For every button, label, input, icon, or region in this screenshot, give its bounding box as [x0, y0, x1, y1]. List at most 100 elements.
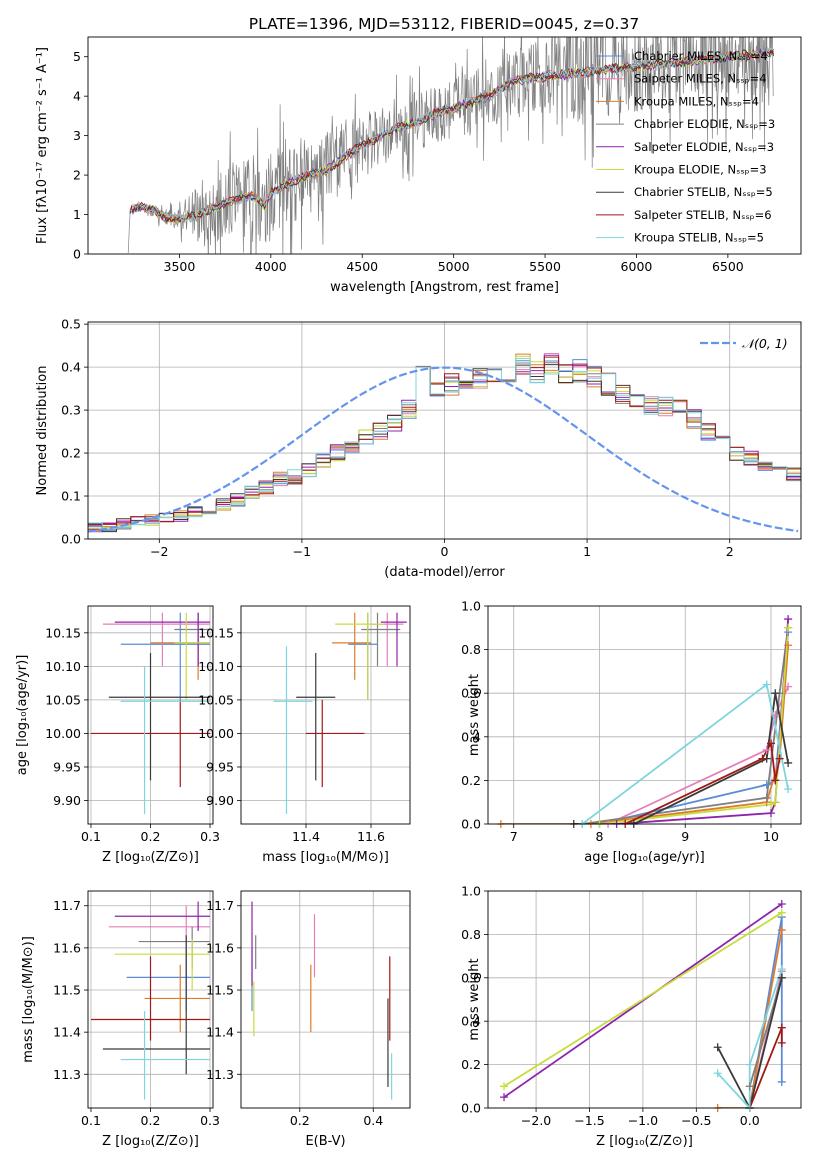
- y-tick-label: 0.0: [461, 817, 481, 832]
- y-tick-label: 11.6: [206, 940, 234, 955]
- plus-marker: [784, 641, 793, 650]
- plus-marker: [745, 1082, 754, 1091]
- plus-marker: [777, 900, 786, 909]
- plus-marker: [777, 926, 786, 935]
- y-tick-label: 10.15: [198, 625, 234, 640]
- y-axis-label: Flux [fλ10⁻¹⁷ erg cm⁻² s⁻¹ A⁻¹]: [35, 47, 50, 244]
- y-axis-label: mass [log₁₀(M/M⊙)]: [21, 936, 36, 1063]
- plus-marker: [784, 623, 793, 632]
- model-line: [129, 48, 774, 223]
- model-line: [129, 46, 774, 223]
- x-tick-label: −1.0: [628, 1113, 658, 1128]
- y-tick-label: 9.95: [206, 759, 234, 774]
- plus-marker: [500, 1093, 509, 1102]
- y-tick-label: 0.2: [61, 446, 81, 461]
- spectrum-title: PLATE=1396, MJD=53112, FIBERID=0045, z=0…: [249, 15, 639, 33]
- y-axis-label: mass weight: [467, 958, 482, 1040]
- y-tick-label: 0.2: [461, 1057, 481, 1072]
- legend-label: Kroupa MILES, Nₛₛₚ=4: [634, 94, 759, 108]
- plus-marker: [777, 1077, 786, 1086]
- x-tick-label: 0.4: [363, 1113, 383, 1128]
- plus-marker: [771, 798, 780, 807]
- axes-frame: [87, 890, 214, 1109]
- spectrum-panel: 3500 4000 4500 5000 5500 6000 6500 0 1 2 3 4 5 wavele…: [35, 36, 802, 295]
- x-tick-label: 0: [441, 544, 449, 559]
- y-tick-label: 0.1: [61, 489, 81, 504]
- y-tick-label: 11.4: [206, 1025, 234, 1040]
- y-tick-label: 1: [73, 207, 81, 222]
- x-tick-label: −2: [150, 544, 168, 559]
- plot-area: [273, 612, 407, 814]
- plus-marker: [771, 689, 780, 698]
- residual-histogram: [88, 364, 801, 533]
- x-tick-label: 10: [763, 829, 779, 844]
- plus-marker: [762, 780, 771, 789]
- x-tick-label: 0.1: [81, 1113, 101, 1128]
- y-tick-label: 10.00: [45, 726, 81, 741]
- legend-label: Salpeter ELODIE, Nₛₛₚ=3: [634, 140, 774, 154]
- y-tick-label: 0.8: [461, 642, 481, 657]
- plus-marker: [762, 793, 771, 802]
- legend-label: Kroupa STELIB, Nₛₛₚ=5: [634, 231, 764, 245]
- plus-marker: [784, 758, 793, 767]
- y-tick-label: 3: [73, 128, 81, 143]
- x-tick-label: 4500: [346, 259, 378, 274]
- x-axis-label: Z [log₁₀(Z/Z⊙)]: [102, 1134, 199, 1149]
- y-tick-label: 2: [73, 168, 81, 183]
- y-tick-label: 0.3: [61, 403, 81, 418]
- y-tick-label: 0: [73, 247, 81, 262]
- legend-label: Chabrier STELIB, Nₛₛₚ=5: [634, 185, 773, 199]
- axes-frame: [240, 890, 411, 1109]
- plus-marker: [745, 1060, 754, 1069]
- y-tick-label: 10.00: [198, 726, 234, 741]
- x-tick-label: −1.5: [574, 1113, 604, 1128]
- mass-weight-vs-age-panel: 7 8 9 10 0.0 0.2 0.4 0.6 0.8 1.0 age [log₁₀(age/yr…: [461, 599, 802, 865]
- y-tick-label: 11.3: [206, 1067, 234, 1082]
- residual-histogram: [88, 354, 801, 532]
- x-tick-label: 6500: [712, 259, 744, 274]
- plus-marker: [766, 739, 775, 748]
- y-tick-label: 10.05: [198, 692, 234, 707]
- x-axis-label: Z [log₁₀(Z/Z⊙)]: [596, 1134, 693, 1149]
- y-tick-label: 4: [73, 89, 81, 104]
- x-axis-label: (data-model)/error: [384, 565, 505, 580]
- x-tick-label: −1: [293, 544, 311, 559]
- age-vs-mass-panel: 11.4 11.6 9.90 9.95 10.00 10.05 10.10 10.15 mass…: [198, 605, 411, 865]
- plus-marker: [758, 754, 767, 763]
- y-axis-label: age [log₁₀(age/yr)]: [15, 655, 30, 776]
- plus-marker: [777, 1023, 786, 1032]
- gaussian-curve: [88, 366, 799, 533]
- plus-marker: [766, 800, 775, 809]
- mass-weight-line: [717, 929, 783, 1108]
- plus-marker: [777, 973, 786, 982]
- plus-marker: [771, 711, 780, 719]
- y-tick-label: 5: [73, 49, 81, 64]
- x-tick-label: 11.6: [357, 829, 385, 844]
- axes-frame: [487, 890, 802, 1109]
- x-tick-label: 5000: [438, 259, 470, 274]
- y-tick-label: 0.4: [61, 360, 81, 375]
- plot-area: [90, 901, 211, 1100]
- legend-label: Salpeter STELIB, Nₛₛₚ=6: [634, 208, 772, 222]
- y-tick-label: 11.7: [206, 898, 234, 913]
- y-tick-label: 11.7: [53, 898, 81, 913]
- legend-label: Chabrier MILES, Nₛₛₚ=4: [634, 49, 768, 63]
- legend-label: 𝒩(0, 1): [742, 336, 788, 351]
- y-tick-label: 11.6: [53, 940, 81, 955]
- axes-frame: [487, 605, 802, 825]
- axes-frame: [87, 321, 802, 540]
- x-tick-label: 0.2: [290, 1113, 310, 1128]
- plus-marker: [713, 1043, 722, 1052]
- x-tick-label: 0.1: [81, 829, 101, 844]
- y-tick-label: 1.0: [461, 599, 481, 614]
- y-tick-label: 0.0: [461, 1101, 481, 1116]
- x-tick-label: 8: [596, 829, 604, 844]
- x-axis-label: wavelength [Angstrom, rest frame]: [330, 280, 559, 295]
- axes-frame: [87, 36, 802, 255]
- x-tick-label: −2.0: [521, 1113, 551, 1128]
- axes-frame: [87, 605, 214, 825]
- x-tick-label: 11.4: [292, 829, 320, 844]
- mass-vs-ebv-panel: 0.2 0.4 11.3 11.4 11.5 11.6 11.7 E(B-V): [206, 890, 411, 1149]
- x-tick-label: 9: [681, 829, 689, 844]
